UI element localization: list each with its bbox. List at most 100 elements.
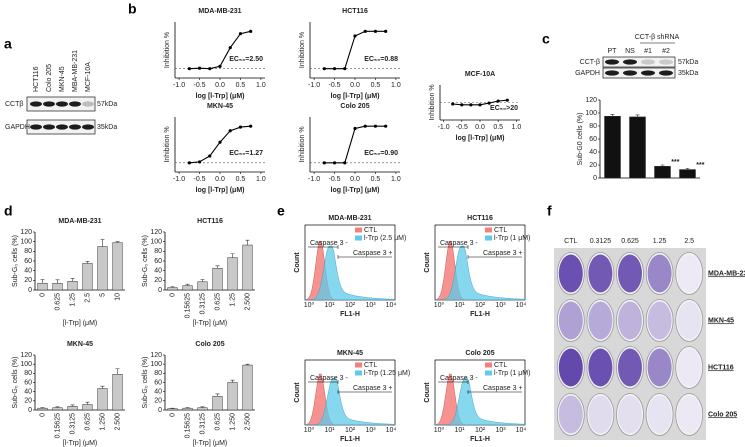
x-tick-label: 1.0 [391,82,401,89]
lane-label: HCT116 [33,66,40,92]
error-bar [185,283,190,286]
legend-label: l-Trp (2.5 μM) [364,235,406,242]
error-bar [100,385,105,389]
y-tick-label: 100 [20,239,32,246]
x-tick-label: -0.5 [194,82,206,89]
histogram [435,378,526,426]
x-tick-label: 10¹ [454,302,465,309]
bar [52,407,63,411]
bar [654,166,671,179]
data-point [187,161,191,165]
legend-label: CTL [494,362,507,369]
gate [337,255,392,259]
gate-label: Caspase 3 + [483,385,523,392]
x-tick-label: 0.3125 [69,413,76,435]
chart-title: MDA-MB-231 [58,218,101,225]
chart-title: MKN-45 [67,341,93,348]
blot-band [30,124,42,130]
error-bar [660,164,665,167]
x-axis-label: log [l-Trp] (μM) [196,93,245,100]
data-point [363,124,367,128]
bar [242,364,253,411]
data-point [343,161,347,165]
curve [189,30,251,70]
x-tick-label: 10² [345,427,356,434]
y-tick-label: 20 [24,277,32,284]
legend-label: l-Trp (1 μM) [494,235,530,242]
column-label: 2.5 [684,238,694,245]
data-point [363,29,367,33]
y-tick-label: 40 [154,389,162,396]
blot-band [82,124,94,130]
colony-stain [647,254,672,293]
y-tick-label: 0 [593,175,597,182]
blot-band [43,124,55,130]
data-point [238,125,243,129]
colony-stain [618,348,642,387]
colony-stain [677,301,702,340]
y-tick-label: 20 [589,162,597,169]
bar [242,244,253,291]
chart-title: HCT116 [342,8,368,15]
colony-stain [647,301,672,340]
data-point [496,99,500,103]
x-tick-label: 0.625 [214,293,221,311]
chart-title: Colo 205 [195,341,224,348]
protein-label: CCTβ [5,101,23,108]
y-axis-label: Sub-G₀ cells (%) [142,235,149,287]
legend-label: CTL [364,227,377,234]
x-tick-label: 1.0 [256,176,266,183]
bar [167,287,178,291]
y-tick-label: 20 [154,277,162,284]
x-tick-label: 10¹ [324,302,335,309]
x-tick-label: 0.0 [350,176,360,183]
x-tick-label: 1.250 [229,413,236,431]
panel-label: d [4,203,13,219]
blot-band [56,124,68,130]
colony-stain [647,395,672,434]
y-tick-label: 40 [154,268,162,275]
colony-stain [558,395,583,434]
x-tick-label: 0.15625 [54,413,61,438]
column-label: 1.25 [653,238,667,245]
colony-stain [618,301,642,340]
x-tick-label: 10³ [365,302,376,309]
colony-stain [588,348,613,387]
data-point [487,101,491,105]
plate [616,393,644,436]
bar [182,407,193,411]
chart-title: MKN-45 [207,103,233,110]
bar [679,169,696,179]
gate-label: Caspase 3 - [310,240,348,247]
lane-label: PT [608,48,618,55]
x-tick-label: 0.5 [371,176,381,183]
colony-stain [558,301,583,340]
y-axis-label: Sub-G₀ cells (%) [12,235,19,287]
data-point [197,66,202,70]
column-label: 0.625 [621,238,639,245]
gate-label: Caspase 3 + [483,250,523,257]
bar [52,282,63,291]
x-tick-label: 0.0 [215,82,225,89]
curve [324,125,386,164]
lane-label: MCF-10A [85,62,92,92]
histogram [305,378,396,426]
chart-title: MDA-MB-231 [198,8,241,15]
x-tick-label: -0.5 [329,82,341,89]
bar [82,263,93,291]
ec50-label: EC₅₀=0.90 [364,150,398,157]
y-axis-label: Count [294,252,301,273]
x-tick-label: 2.500 [114,413,121,431]
data-point [187,67,191,71]
x-tick-label: 10³ [495,427,506,434]
data-point [218,64,222,68]
data-point [353,34,357,38]
bar [37,407,48,411]
x-tick-label: 0.5 [236,82,246,89]
lane-label: MKN-45 [59,66,66,92]
y-axis-label: Sub-G₀ cells (%) [12,357,19,409]
error-bar [200,406,205,408]
panel-label: e [277,203,285,219]
x-tick-label: 0.625 [84,413,91,431]
plate [556,393,585,436]
